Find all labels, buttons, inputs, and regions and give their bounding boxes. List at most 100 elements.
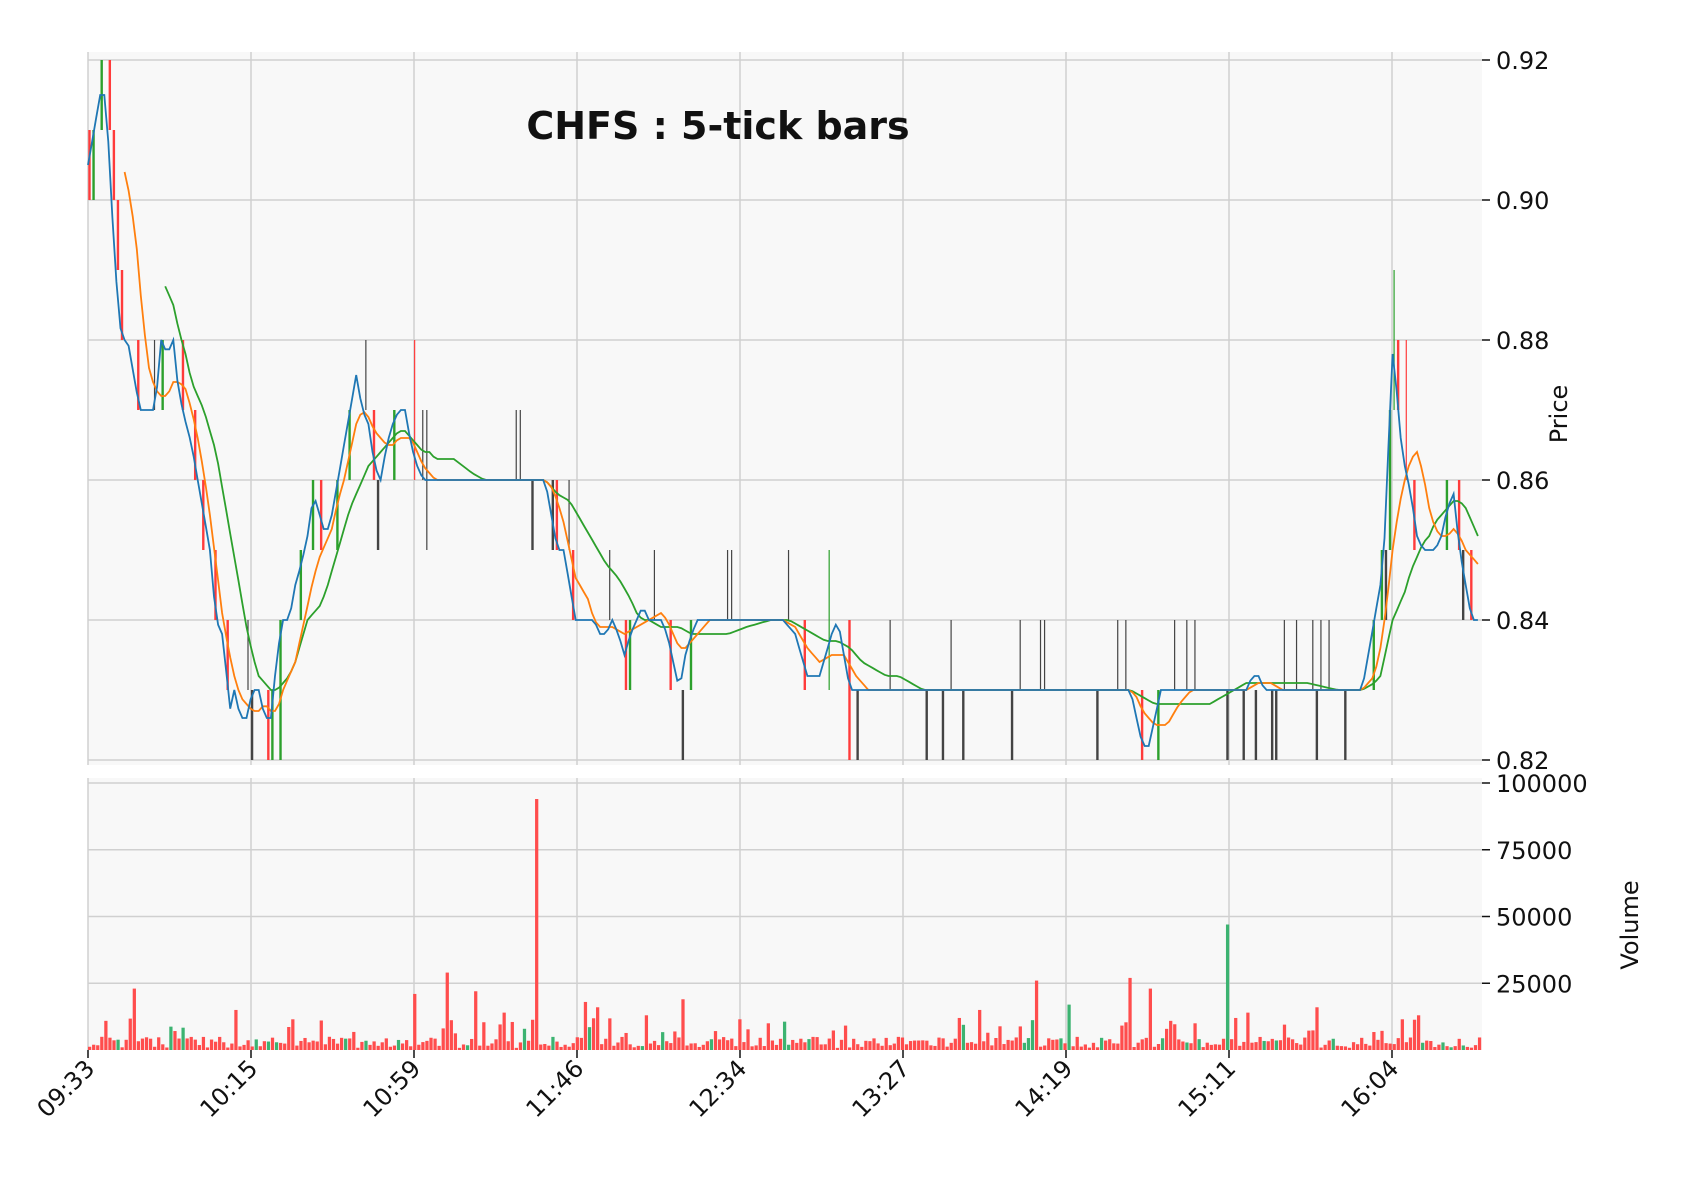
volume-bar: [1376, 1039, 1380, 1050]
volume-bar: [209, 1039, 214, 1050]
volume-bar: [112, 1040, 116, 1050]
volume-bar: [673, 1031, 677, 1050]
volume-bar: [1209, 1044, 1213, 1050]
volume-bar: [1441, 1042, 1445, 1050]
volume-bar: [559, 1046, 563, 1050]
volume-bar: [543, 1043, 547, 1050]
volume-bar: [677, 1037, 681, 1050]
volume-bar: [274, 1042, 279, 1050]
volume-bar: [311, 1040, 315, 1050]
volume-bar: [782, 1021, 787, 1050]
volume-bar: [1323, 1044, 1327, 1050]
volume-bar: [616, 1042, 620, 1050]
volume-bar: [705, 1041, 710, 1050]
price-panel-background: [88, 52, 1482, 765]
volume-bar: [1124, 1022, 1128, 1050]
volume-bar: [762, 1046, 766, 1050]
volume-bar: [1136, 1042, 1140, 1050]
volume-bar: [888, 1045, 892, 1050]
volume-bar: [1262, 1040, 1266, 1050]
volume-bar: [518, 1042, 523, 1050]
volume-bar: [961, 1024, 966, 1050]
volume-bar: [1169, 1020, 1173, 1050]
volume-bar: [1453, 1046, 1457, 1050]
volume-bar: [1250, 1042, 1254, 1050]
volume-bar: [803, 1042, 807, 1050]
volume-bar: [734, 1046, 738, 1050]
volume-bar: [640, 1046, 644, 1050]
volume-bar: [746, 1029, 750, 1050]
volume-bar: [1425, 1040, 1429, 1050]
volume-bar: [1437, 1044, 1441, 1050]
volume-bar: [758, 1037, 762, 1050]
volume-bar: [571, 1043, 575, 1050]
volume-bar: [1372, 1032, 1376, 1050]
volume-bar: [807, 1039, 811, 1050]
volume-bar: [1331, 1038, 1335, 1050]
volume-bar: [266, 1041, 271, 1050]
volume-bar: [1254, 1042, 1258, 1050]
volume-bar: [685, 1045, 689, 1050]
volume-bar: [234, 1009, 238, 1050]
volume-bar: [1449, 1047, 1453, 1050]
volume-bar: [1274, 1040, 1278, 1050]
volume-bar: [315, 1041, 319, 1050]
volume-bar: [522, 1028, 527, 1050]
volume-tick-label: 50000: [1496, 904, 1572, 932]
volume-bar: [624, 1032, 628, 1050]
volume-bar: [815, 1037, 819, 1050]
volume-bar: [701, 1044, 705, 1050]
volume-bar: [539, 1044, 543, 1050]
volume-bar: [368, 1044, 372, 1050]
volume-bar: [969, 1042, 974, 1050]
volume-bar: [774, 1044, 779, 1050]
volume-bar: [738, 1019, 742, 1050]
volume-bar: [1067, 1004, 1071, 1050]
volume-bar: [1160, 1038, 1165, 1050]
volume-bar: [506, 1041, 510, 1050]
volume-bar: [1083, 1044, 1087, 1050]
volume-bar: [722, 1037, 726, 1050]
volume-bar: [441, 1028, 445, 1050]
volume-bar: [376, 1045, 380, 1050]
volume-bar: [96, 1045, 100, 1050]
volume-bar: [1408, 1037, 1413, 1050]
volume-bar: [1201, 1047, 1205, 1050]
volume-bars: [88, 799, 1482, 1050]
volume-bar: [218, 1036, 222, 1050]
price-tick-label: 0.82: [1496, 747, 1549, 775]
volume-bar: [1164, 1028, 1169, 1050]
volume-bar: [648, 1043, 653, 1050]
price-tick-label: 0.86: [1496, 467, 1549, 495]
volume-bar: [344, 1038, 348, 1050]
volume-bar: [530, 1019, 535, 1050]
volume-bar: [843, 1025, 848, 1050]
volume-bar: [429, 1037, 433, 1050]
volume-bar: [1339, 1046, 1344, 1050]
volume-bar: [730, 1038, 734, 1050]
volume-bar: [742, 1042, 746, 1050]
volume-bar: [620, 1036, 624, 1050]
volume-bar: [396, 1039, 401, 1050]
volume-bar: [1445, 1046, 1449, 1050]
volume-bar: [709, 1039, 714, 1050]
volume-bar: [291, 1019, 295, 1050]
volume-bar: [823, 1044, 827, 1050]
volume-bar: [1099, 1037, 1104, 1050]
volume-bar: [1356, 1044, 1360, 1050]
volume-bar: [1303, 1037, 1307, 1050]
volume-bar: [1282, 1024, 1287, 1050]
price-bars: [88, 60, 1473, 760]
volume-bar: [583, 1001, 588, 1050]
volume-bar: [144, 1037, 149, 1050]
volume-bar: [433, 1038, 437, 1050]
volume-bar: [1396, 1038, 1400, 1050]
volume-bar: [1360, 1037, 1364, 1050]
volume-bar: [1079, 1046, 1083, 1050]
volume-bar: [1039, 1046, 1043, 1050]
volume-bar: [965, 1042, 970, 1050]
volume-panel: 25000 50000 75000 100000: [87, 770, 1588, 1050]
volume-bar: [177, 1038, 181, 1050]
volume-bar: [490, 1043, 494, 1050]
